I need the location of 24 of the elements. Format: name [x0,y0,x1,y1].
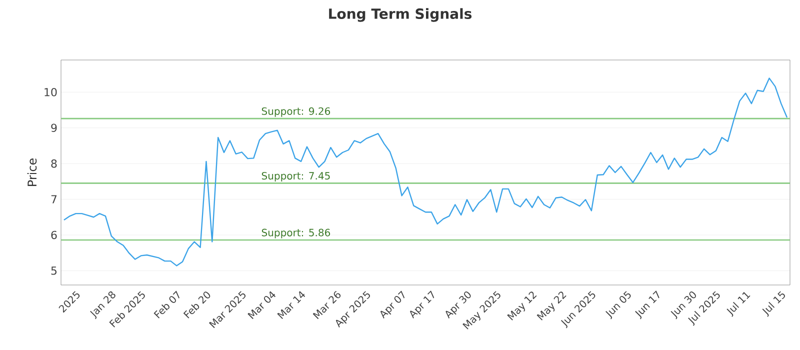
y-tick-label: 10 [44,88,57,96]
x-tick-label: Mar 04 [248,291,276,320]
y-tick-label: 5 [51,266,57,275]
x-tick-label: Feb 07 [154,290,180,318]
x-tick-label: Jun 17 [635,290,660,320]
y-tick-label: 7 [51,195,57,204]
chart-title: Long Term Signals [329,8,472,22]
x-tick-label: Mar 14 [277,291,306,320]
y-tick-label: 6 [51,230,57,240]
x-tick-label: Jul 11 [726,292,750,317]
x-tick-label: Jun 05 [606,291,631,320]
ref-line-label: Support: 5.86 [262,228,330,238]
y-tick-label: 8 [51,159,57,168]
ref-line-label: Support: 9.26 [262,107,330,117]
x-tick-label: Feb 20 [183,292,210,318]
x-tick-label: Apr 07 [380,290,405,319]
x-tick-label: Jan 28 [90,291,116,320]
x-tick-label: Jul 15 [762,291,785,317]
x-tick-label: Apr 17 [410,290,434,319]
ref-line-label: Support: 7.45 [262,172,330,182]
x-tick-label: Mar 26 [312,290,341,320]
y-tick-label: 9 [51,124,57,132]
y-axis-title: Price [27,158,37,186]
x-tick-label: Apr 30 [446,292,471,319]
